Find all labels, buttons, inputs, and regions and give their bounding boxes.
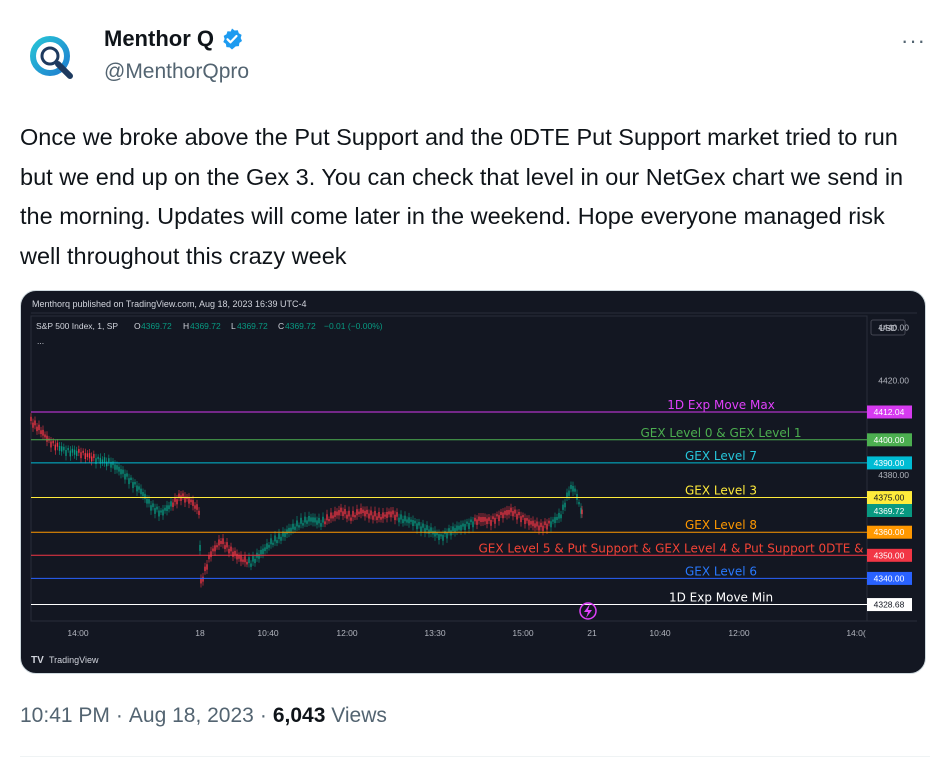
- last-price-tag: [867, 504, 912, 517]
- level-label: GEX Level 5 & Put Support & GEX Level 4 …: [479, 541, 864, 555]
- ohlc-change: −0.01 (−0.00%): [324, 321, 383, 331]
- time-axis-label: 14:00: [67, 628, 89, 638]
- time-axis-label: 13:30: [424, 628, 446, 638]
- currency-label[interactable]: USD: [879, 323, 897, 333]
- time-axis-label: 14:0(: [846, 628, 866, 638]
- level-label: GEX Level 6: [685, 564, 757, 578]
- level-price-label: 4375.00: [874, 493, 905, 503]
- tradingview-logo-icon: TV: [31, 655, 44, 666]
- ohlc-open: 4369.72: [141, 321, 172, 331]
- time-axis-label: 21: [587, 628, 597, 638]
- chart-image[interactable]: Menthorq published on TradingView.com, A…: [20, 290, 926, 674]
- level-label: GEX Level 0 & GEX Level 1: [640, 426, 801, 440]
- author-name-row[interactable]: Menthor Q: [104, 26, 244, 52]
- indicator-ellipsis[interactable]: ...: [37, 336, 44, 346]
- time-axis-label: 18: [195, 628, 205, 638]
- level-label: GEX Level 8: [685, 518, 757, 532]
- svg-text:O: O: [134, 321, 141, 331]
- axis-price-label: 4380.00: [878, 470, 909, 480]
- level-price-label: 4360.00: [874, 527, 905, 537]
- level-price-tag: [867, 405, 912, 419]
- views-count: 6,043: [272, 704, 326, 727]
- ohlc-high: 4369.72: [190, 321, 221, 331]
- tweet-text: Once we broke above the Put Support and …: [20, 124, 904, 269]
- level-price-label: 4412.04: [874, 407, 905, 417]
- level-price-tag: [867, 491, 912, 505]
- level-price-label: 4350.00: [874, 550, 905, 560]
- axis-price-label: 4420.00: [878, 376, 909, 386]
- svg-text:H: H: [183, 321, 189, 331]
- publisher-line: Menthorq published on TradingView.com, A…: [32, 299, 307, 309]
- avatar[interactable]: [20, 26, 84, 90]
- axis-price-label: 4440.00: [878, 322, 909, 332]
- level-price-tag: [867, 525, 912, 539]
- level-price-label: 4328.68: [874, 600, 905, 610]
- time-axis-label: 12:00: [336, 628, 358, 638]
- tradingview-brand: TradingView: [49, 655, 99, 665]
- author-handle[interactable]: @MenthorQpro: [104, 60, 250, 83]
- time-axis-label: 12:00: [728, 628, 750, 638]
- ohlc-close: 4369.72: [285, 321, 316, 331]
- ohlc-low: 4369.72: [237, 321, 268, 331]
- level-label: 1D Exp Move Min: [669, 591, 773, 605]
- tweet-meta: 10:41 PM · Aug 18, 2023 · 6,043 Views: [20, 704, 387, 727]
- time-axis-label: 10:40: [257, 628, 279, 638]
- tradingview-chart: Menthorq published on TradingView.com, A…: [30, 299, 917, 666]
- verified-badge-icon: [223, 28, 242, 50]
- svg-text:TV: TV: [31, 655, 44, 666]
- views-label: Views: [331, 704, 387, 727]
- more-options-icon[interactable]: ···: [901, 28, 926, 53]
- level-label: 1D Exp Move Max: [667, 398, 775, 412]
- tweet-time[interactable]: 10:41 PM: [20, 704, 110, 727]
- tweet-date[interactable]: Aug 18, 2023: [128, 704, 254, 727]
- time-axis-label: 10:40: [649, 628, 671, 638]
- menthorq-logo-icon: [30, 36, 73, 79]
- author-name[interactable]: Menthor Q: [104, 26, 214, 51]
- lightning-icon[interactable]: [579, 602, 597, 620]
- svg-text:L: L: [231, 321, 236, 331]
- level-price-tag: [867, 433, 912, 447]
- level-label: GEX Level 3: [685, 484, 757, 498]
- level-price-tag: [867, 571, 912, 585]
- last-price-label: 4369.72: [874, 506, 905, 516]
- level-label: GEX Level 7: [685, 449, 757, 463]
- level-price-tag: [867, 598, 912, 612]
- svg-text:C: C: [278, 321, 284, 331]
- symbol-line: S&P 500 Index, 1, SP: [36, 321, 118, 331]
- divider: [20, 756, 930, 757]
- level-price-tag: [867, 456, 912, 470]
- level-price-label: 4400.00: [874, 435, 905, 445]
- level-price-label: 4390.00: [874, 458, 905, 468]
- level-price-tag: [867, 548, 912, 562]
- time-axis-label: 15:00: [512, 628, 534, 638]
- level-price-label: 4340.00: [874, 573, 905, 583]
